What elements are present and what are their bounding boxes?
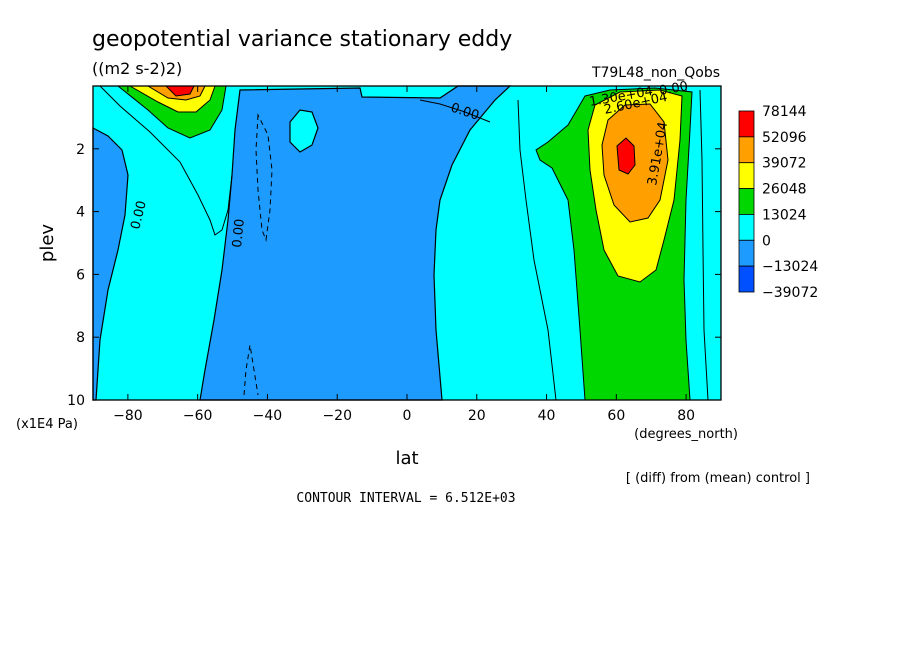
colorbar-label: −13024 bbox=[762, 259, 818, 275]
y-tick-label: 2 bbox=[76, 142, 85, 158]
contour-line-north bbox=[517, 99, 557, 401]
contour-label: 0.00 bbox=[658, 79, 689, 99]
y-tick-label: 4 bbox=[76, 205, 85, 221]
contour-line-north-2 bbox=[699, 89, 709, 401]
colorbar-label: 52096 bbox=[762, 130, 807, 146]
colorbar-label: 39072 bbox=[762, 156, 807, 172]
dashed-contour-2 bbox=[243, 344, 259, 396]
colorbar-swatch bbox=[738, 214, 755, 241]
y-tick-label: 8 bbox=[76, 330, 85, 346]
plot-area: 0.00 0.00 0.00 0.00 1.30e+04 2.60e+04 3.… bbox=[92, 79, 722, 401]
cyan-pocket bbox=[289, 109, 319, 153]
x-tick-label: −40 bbox=[253, 408, 283, 424]
dashed-contour bbox=[255, 113, 273, 242]
experiment-label: T79L48_non_Qobs bbox=[591, 65, 720, 81]
diff-note: [ (diff) from (mean) control ] bbox=[626, 471, 810, 486]
x-tick-label: 60 bbox=[607, 408, 625, 424]
y-axis: 2 4 6 8 10 bbox=[67, 142, 721, 409]
colorbar-label: 26048 bbox=[762, 182, 807, 198]
x-tick-label: −20 bbox=[322, 408, 352, 424]
x-tick-label: −80 bbox=[113, 408, 143, 424]
chart-title: geopotential variance stationary eddy bbox=[92, 27, 512, 52]
x-tick-label: 20 bbox=[468, 408, 486, 424]
colorbar-label: 13024 bbox=[762, 207, 807, 223]
colorbar-swatch bbox=[738, 265, 755, 293]
colorbar-swatch bbox=[738, 239, 755, 267]
x-axis-label: lat bbox=[395, 448, 418, 469]
colorbar-label: 0 bbox=[762, 233, 771, 249]
y-axis-label: plev bbox=[37, 224, 58, 263]
negative-region bbox=[199, 85, 512, 401]
y-axis-units: (x1E4 Pa) bbox=[16, 417, 78, 432]
x-tick-label: 80 bbox=[677, 408, 695, 424]
x-axis: −80 −60 −40 −20 0 20 40 60 80 bbox=[113, 86, 695, 424]
colorbar: 78144 52096 39072 26048 13024 0 −13024 −39072 bbox=[738, 104, 818, 301]
chart-subtitle: ((m2 s-2)2) bbox=[92, 59, 182, 78]
x-tick-label: −60 bbox=[183, 408, 213, 424]
y-tick-label: 10 bbox=[67, 393, 85, 409]
colorbar-label: 78144 bbox=[762, 104, 807, 120]
y-tick-label: 6 bbox=[76, 267, 85, 283]
contour-line-top bbox=[419, 99, 491, 123]
colorbar-swatch bbox=[738, 162, 755, 189]
contour-interval: CONTOUR INTERVAL = 6.512E+03 bbox=[296, 491, 515, 506]
colorbar-swatch bbox=[738, 188, 755, 215]
x-tick-label: 0 bbox=[403, 408, 412, 424]
contour-line bbox=[99, 85, 233, 236]
contour-label: 0.00 bbox=[230, 218, 248, 248]
north-red bbox=[616, 137, 636, 175]
colorbar-label: −39072 bbox=[762, 285, 818, 301]
colorbar-swatch bbox=[738, 136, 755, 164]
x-tick-label: 40 bbox=[538, 408, 556, 424]
colorbar-swatch bbox=[738, 110, 755, 138]
contour-label: 0.00 bbox=[128, 199, 150, 231]
x-axis-units: (degrees_north) bbox=[634, 427, 738, 442]
